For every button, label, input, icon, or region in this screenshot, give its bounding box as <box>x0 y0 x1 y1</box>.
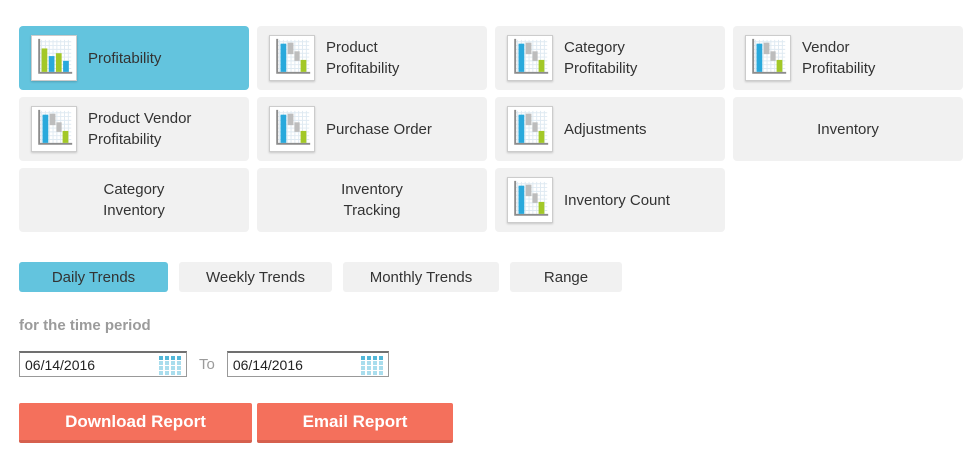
waterfall-chart-icon <box>507 35 553 81</box>
tab-weekly-trends[interactable]: Weekly Trends <box>179 262 332 292</box>
email-report-button[interactable]: Email Report <box>257 403 453 443</box>
report-button-label: Category Profitability <box>564 39 638 77</box>
report-button-label: Adjustments <box>564 120 647 138</box>
tab-range[interactable]: Range <box>510 262 622 292</box>
report-button-label: Inventory Tracking <box>341 181 403 219</box>
report-button-category-profitability[interactable]: Category Profitability <box>495 26 725 90</box>
bar-chart-icon <box>31 35 77 81</box>
report-button-label: Inventory <box>817 120 879 138</box>
date-range-row: To <box>19 351 389 377</box>
report-button-label: Purchase Order <box>326 120 432 138</box>
report-button-category-inventory[interactable]: Category Inventory <box>19 168 249 232</box>
waterfall-chart-icon <box>269 106 315 152</box>
waterfall-chart-icon <box>507 106 553 152</box>
report-button-label: Product Profitability <box>326 39 400 77</box>
report-button-product-vendor-profitability[interactable]: Product Vendor Profitability <box>19 97 249 161</box>
download-report-button[interactable]: Download Report <box>19 403 252 443</box>
report-button-adjustments[interactable]: Adjustments <box>495 97 725 161</box>
waterfall-chart-icon <box>269 35 315 81</box>
report-button-label: Product Vendor Profitability <box>88 110 192 148</box>
report-button-profitability[interactable]: Profitability <box>19 26 249 90</box>
report-actions: Download Report Email Report <box>19 403 453 443</box>
time-period-heading: for the time period <box>19 317 151 334</box>
calendar-grid-icon[interactable] <box>159 356 181 380</box>
trend-tabs: Daily Trends Weekly Trends Monthly Trends R… <box>19 262 622 292</box>
report-button-purchase-order[interactable]: Purchase Order <box>257 97 487 161</box>
calendar-grid-icon[interactable] <box>360 356 383 380</box>
report-button-label: Profitability <box>88 49 162 67</box>
date-range-separator: To <box>199 355 215 373</box>
waterfall-chart-icon <box>507 177 553 223</box>
waterfall-chart-icon <box>31 106 77 152</box>
report-type-grid: Profitability Product Profitability Categ… <box>19 26 963 232</box>
report-button-label: Category Inventory <box>103 181 165 219</box>
end-date-field <box>226 351 389 380</box>
report-button-label: Vendor Profitability <box>802 39 876 77</box>
report-button-vendor-profitability[interactable]: Vendor Profitability <box>733 26 963 90</box>
tab-monthly-trends[interactable]: Monthly Trends <box>343 262 499 292</box>
start-date-field <box>19 351 187 377</box>
tab-daily-trends[interactable]: Daily Trends <box>19 262 168 292</box>
report-button-inventory[interactable]: Inventory <box>733 97 963 161</box>
report-button-inventory-count[interactable]: Inventory Count <box>495 168 725 232</box>
report-button-product-profitability[interactable]: Product Profitability <box>257 26 487 90</box>
report-button-inventory-tracking[interactable]: Inventory Tracking <box>257 168 487 232</box>
waterfall-chart-icon <box>745 35 791 81</box>
report-button-label: Inventory Count <box>564 191 670 209</box>
